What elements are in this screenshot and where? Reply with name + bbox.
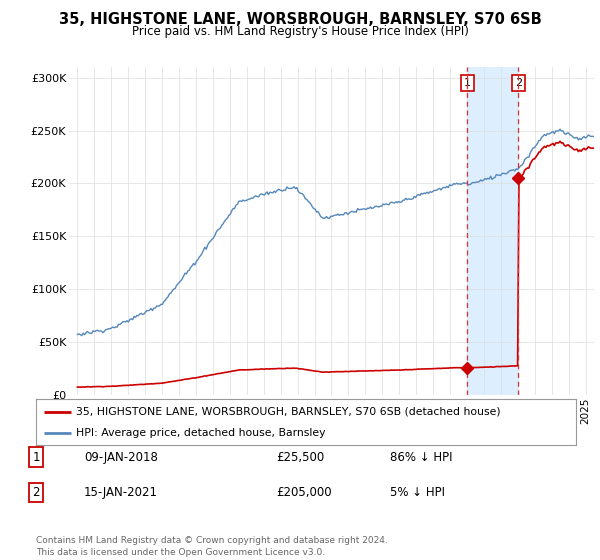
Text: £25,500: £25,500	[276, 451, 324, 464]
Text: Contains HM Land Registry data © Crown copyright and database right 2024.
This d: Contains HM Land Registry data © Crown c…	[36, 536, 388, 557]
Text: 1: 1	[464, 78, 471, 88]
Text: 35, HIGHSTONE LANE, WORSBROUGH, BARNSLEY, S70 6SB (detached house): 35, HIGHSTONE LANE, WORSBROUGH, BARNSLEY…	[77, 407, 501, 417]
Text: 2: 2	[515, 78, 522, 88]
Text: 2: 2	[32, 486, 40, 499]
Text: 35, HIGHSTONE LANE, WORSBROUGH, BARNSLEY, S70 6SB: 35, HIGHSTONE LANE, WORSBROUGH, BARNSLEY…	[59, 12, 541, 27]
Bar	[467, 67, 518, 395]
Text: £205,000: £205,000	[276, 486, 332, 499]
Text: 15-JAN-2021: 15-JAN-2021	[84, 486, 158, 499]
Text: 09-JAN-2018: 09-JAN-2018	[84, 451, 158, 464]
Text: 86% ↓ HPI: 86% ↓ HPI	[390, 451, 452, 464]
Text: 1: 1	[32, 451, 40, 464]
Text: HPI: Average price, detached house, Barnsley: HPI: Average price, detached house, Barn…	[77, 428, 326, 438]
Text: 5% ↓ HPI: 5% ↓ HPI	[390, 486, 445, 499]
Text: Price paid vs. HM Land Registry's House Price Index (HPI): Price paid vs. HM Land Registry's House …	[131, 25, 469, 38]
